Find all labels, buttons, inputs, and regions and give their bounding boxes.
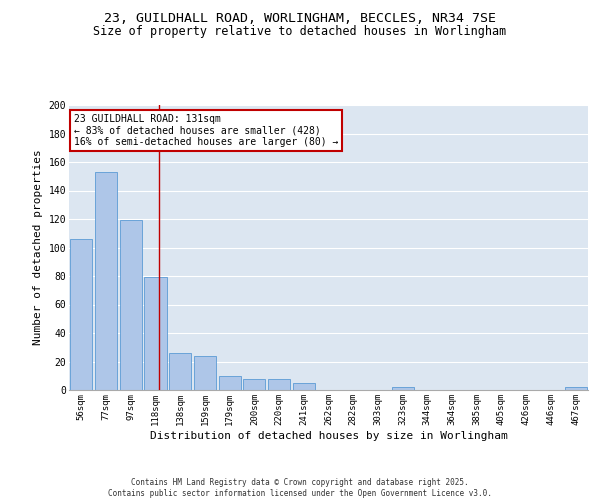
- Text: 23 GUILDHALL ROAD: 131sqm
← 83% of detached houses are smaller (428)
16% of semi: 23 GUILDHALL ROAD: 131sqm ← 83% of detac…: [74, 114, 338, 147]
- Bar: [119, 220, 142, 390]
- Bar: [194, 356, 216, 390]
- Bar: [392, 387, 414, 390]
- Text: Size of property relative to detached houses in Worlingham: Size of property relative to detached ho…: [94, 25, 506, 38]
- Y-axis label: Number of detached properties: Number of detached properties: [33, 150, 43, 346]
- X-axis label: Distribution of detached houses by size in Worlingham: Distribution of detached houses by size …: [149, 430, 508, 440]
- Bar: [565, 387, 587, 390]
- Bar: [243, 378, 265, 390]
- Bar: [218, 376, 241, 390]
- Bar: [293, 383, 315, 390]
- Bar: [268, 378, 290, 390]
- Bar: [95, 172, 117, 390]
- Bar: [169, 353, 191, 390]
- Bar: [70, 239, 92, 390]
- Text: 23, GUILDHALL ROAD, WORLINGHAM, BECCLES, NR34 7SE: 23, GUILDHALL ROAD, WORLINGHAM, BECCLES,…: [104, 12, 496, 26]
- Text: Contains HM Land Registry data © Crown copyright and database right 2025.
Contai: Contains HM Land Registry data © Crown c…: [108, 478, 492, 498]
- Bar: [145, 278, 167, 390]
